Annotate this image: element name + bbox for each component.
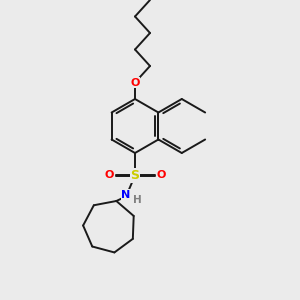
Text: N: N [122,190,130,200]
Text: O: O [130,77,140,88]
Text: O: O [156,170,166,181]
Text: O: O [104,170,114,181]
Text: H: H [133,195,142,205]
Text: S: S [130,169,140,182]
